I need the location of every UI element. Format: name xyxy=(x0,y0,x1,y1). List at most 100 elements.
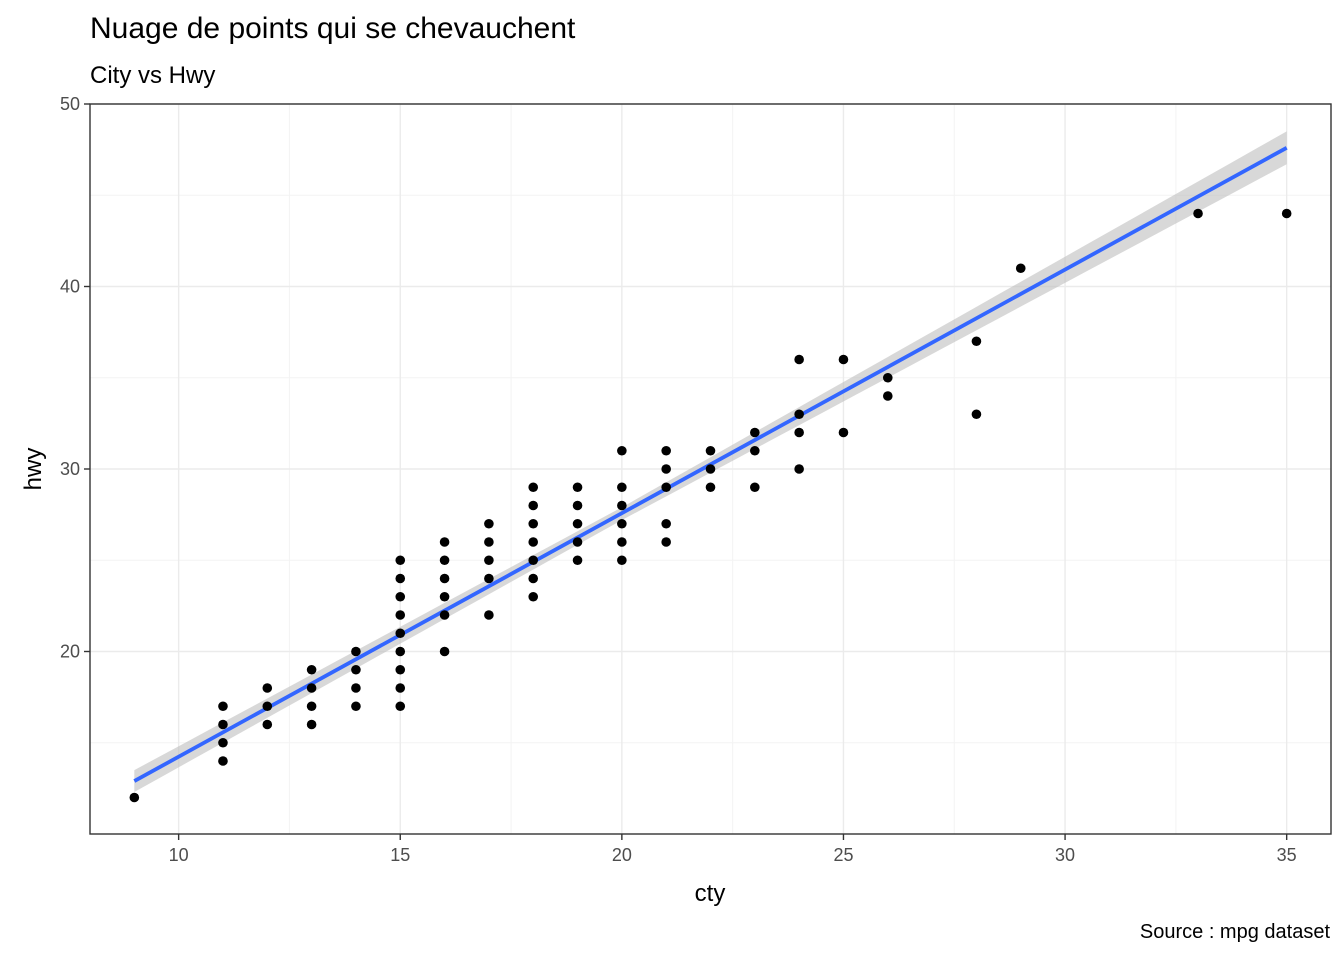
data-point xyxy=(395,591,406,602)
y-tick-label: 30 xyxy=(60,459,80,479)
data-point xyxy=(705,464,716,474)
data-point xyxy=(262,701,273,712)
data-point xyxy=(661,445,671,456)
confidence-band xyxy=(134,131,1287,793)
data-point xyxy=(971,336,982,347)
data-point xyxy=(484,610,494,620)
data-point xyxy=(439,573,450,584)
data-point xyxy=(661,464,671,474)
chart-subtitle: City vs Hwy xyxy=(90,62,216,89)
data-point xyxy=(617,445,627,456)
data-point xyxy=(1193,208,1203,219)
data-point xyxy=(218,719,228,730)
data-point xyxy=(572,555,583,566)
data-point xyxy=(395,628,406,639)
data-point xyxy=(528,591,539,602)
data-point xyxy=(750,445,760,456)
minor-gridlines xyxy=(90,104,1331,834)
data-point xyxy=(794,427,804,438)
data-point xyxy=(306,683,317,693)
data-point xyxy=(439,610,450,620)
data-point xyxy=(617,482,627,493)
data-point xyxy=(617,518,627,529)
data-point xyxy=(439,537,450,547)
data-point xyxy=(882,372,893,383)
data-point xyxy=(395,683,406,693)
data-point xyxy=(262,683,273,693)
x-tick-label: 25 xyxy=(833,845,853,865)
x-tick-label: 30 xyxy=(1055,845,1075,865)
data-point xyxy=(484,573,494,584)
data-point xyxy=(484,555,494,566)
data-point xyxy=(484,518,494,529)
data-point xyxy=(705,445,716,456)
y-tick-label: 40 xyxy=(60,277,80,297)
data-point xyxy=(1281,208,1292,219)
data-point xyxy=(395,610,406,620)
data-point xyxy=(971,409,982,420)
data-point xyxy=(572,518,583,529)
data-point xyxy=(218,737,228,748)
data-point xyxy=(528,555,539,566)
data-point xyxy=(528,482,539,493)
chart-caption: Source : mpg dataset xyxy=(1139,921,1330,943)
x-tick-label: 15 xyxy=(390,845,410,865)
data-point xyxy=(439,591,450,602)
data-point xyxy=(218,756,228,766)
data-point xyxy=(617,537,627,547)
y-tick-label: 50 xyxy=(60,94,80,114)
data-point xyxy=(617,500,627,511)
data-point xyxy=(572,537,583,547)
data-point xyxy=(306,701,317,712)
data-point xyxy=(218,701,228,712)
data-point xyxy=(306,664,317,675)
data-point xyxy=(395,701,406,712)
data-point xyxy=(395,573,406,584)
y-axis-ticks: 20 30 40 50 xyxy=(60,94,90,662)
data-point xyxy=(838,354,849,365)
data-point xyxy=(750,482,760,493)
data-point xyxy=(351,646,361,657)
x-axis-title: cty xyxy=(695,880,726,907)
data-point xyxy=(351,683,361,693)
data-point xyxy=(838,427,849,438)
data-point xyxy=(262,719,273,730)
x-tick-label: 10 xyxy=(169,845,189,865)
data-point xyxy=(750,427,760,438)
x-axis-ticks: 10 15 20 25 30 35 xyxy=(169,834,1297,865)
se-band-area xyxy=(134,131,1287,793)
data-point xyxy=(528,500,539,511)
data-point xyxy=(528,537,539,547)
data-point xyxy=(882,391,893,401)
data-point xyxy=(395,664,406,675)
data-point xyxy=(794,409,804,420)
data-point xyxy=(306,719,317,730)
data-point xyxy=(617,555,627,566)
data-point xyxy=(351,664,361,675)
chart-title: Nuage de points qui se chevauchent xyxy=(90,12,576,45)
data-point xyxy=(351,701,361,712)
data-points xyxy=(129,208,1292,803)
data-point xyxy=(528,573,539,584)
data-point xyxy=(705,482,716,493)
data-point xyxy=(439,646,450,657)
data-point xyxy=(794,354,804,365)
data-point xyxy=(129,792,140,803)
data-point xyxy=(484,537,494,547)
data-point xyxy=(395,646,406,657)
data-point xyxy=(794,464,804,474)
data-point xyxy=(572,500,583,511)
x-tick-label: 20 xyxy=(612,845,632,865)
data-point xyxy=(572,482,583,493)
data-point xyxy=(395,555,406,566)
data-point xyxy=(439,555,450,566)
data-point xyxy=(528,518,539,529)
y-axis-title: hwy xyxy=(20,448,47,491)
y-tick-label: 20 xyxy=(60,642,80,662)
data-point xyxy=(661,537,671,547)
data-point xyxy=(661,518,671,529)
x-tick-label: 35 xyxy=(1277,845,1297,865)
data-point xyxy=(661,482,671,493)
data-point xyxy=(1015,263,1026,274)
